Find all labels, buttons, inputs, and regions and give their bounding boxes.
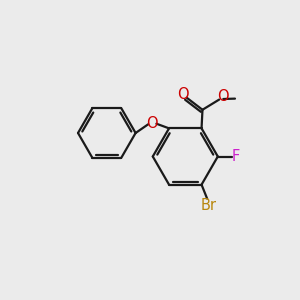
Text: Br: Br bbox=[201, 198, 217, 213]
Text: O: O bbox=[218, 89, 229, 104]
Text: O: O bbox=[146, 116, 158, 131]
Text: F: F bbox=[232, 149, 240, 164]
Text: O: O bbox=[177, 87, 188, 102]
